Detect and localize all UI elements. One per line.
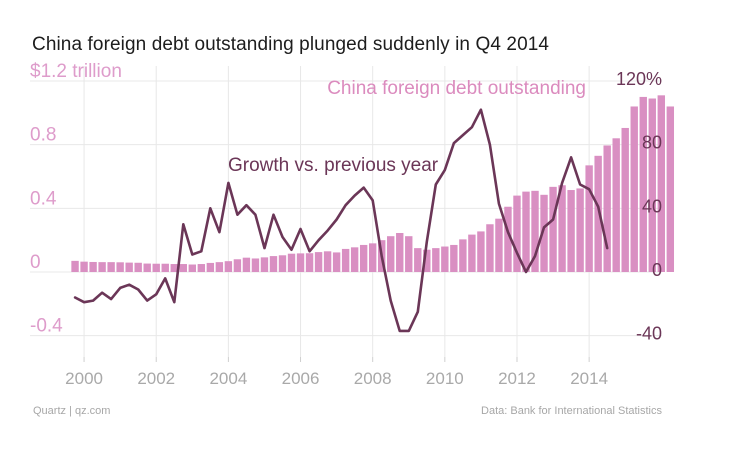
grid-layer bbox=[30, 66, 662, 362]
bar bbox=[206, 262, 215, 272]
left-tick-label: $1.2 trillion bbox=[30, 61, 122, 82]
bar bbox=[621, 127, 629, 273]
left-tick-label: 0.4 bbox=[30, 188, 57, 209]
bar bbox=[98, 262, 106, 272]
bar bbox=[287, 253, 296, 272]
bar bbox=[450, 244, 458, 272]
bar bbox=[278, 255, 287, 272]
left-tick-label: -0.4 bbox=[30, 316, 63, 337]
bar bbox=[161, 263, 169, 272]
bar bbox=[332, 252, 341, 272]
bar bbox=[305, 253, 314, 272]
bar bbox=[107, 262, 115, 272]
bar bbox=[639, 96, 647, 273]
bar bbox=[531, 190, 539, 272]
series-label-debt: China foreign debt outstanding bbox=[327, 78, 586, 99]
source-credit: Quartz | qz.com bbox=[33, 405, 111, 417]
left-tick-label: 0 bbox=[30, 252, 41, 273]
x-tick-label: 2002 bbox=[137, 369, 175, 388]
bar bbox=[242, 257, 251, 272]
bar bbox=[80, 261, 88, 272]
bar bbox=[143, 263, 151, 272]
bar bbox=[585, 165, 593, 272]
x-tick-label: 2000 bbox=[65, 369, 103, 388]
bar bbox=[594, 155, 602, 272]
right-tick-label: 80 bbox=[642, 133, 662, 153]
bar bbox=[89, 261, 97, 272]
bar bbox=[612, 138, 620, 272]
x-tick-label: 2006 bbox=[282, 369, 320, 388]
label-layer: $1.2 trillion 120% 0.8 80 0.4 40 0 0 -0.4 -40 2000… bbox=[30, 61, 662, 388]
bar bbox=[260, 257, 269, 272]
bar bbox=[314, 252, 323, 272]
bar bbox=[359, 244, 368, 272]
bar bbox=[152, 263, 160, 272]
bar bbox=[657, 95, 665, 272]
bar bbox=[540, 194, 548, 272]
series-label-growth: Growth vs. previous year bbox=[228, 155, 439, 176]
bar bbox=[170, 264, 178, 272]
left-tick-label: 0.8 bbox=[30, 125, 56, 146]
bar bbox=[224, 261, 233, 272]
bar bbox=[549, 186, 557, 272]
bar bbox=[134, 262, 142, 272]
bar bbox=[387, 236, 395, 272]
bar bbox=[188, 264, 197, 272]
bar bbox=[567, 190, 575, 272]
x-tick-label: 2014 bbox=[570, 369, 608, 388]
right-tick-label: 40 bbox=[642, 196, 662, 216]
bar bbox=[459, 239, 467, 272]
bar bbox=[468, 234, 476, 272]
bar bbox=[414, 248, 422, 272]
bar bbox=[296, 253, 305, 272]
bar bbox=[215, 262, 224, 272]
bar bbox=[522, 191, 530, 272]
bar bbox=[341, 248, 350, 272]
bar bbox=[576, 188, 584, 272]
bar bbox=[558, 185, 566, 272]
bar bbox=[423, 249, 431, 272]
data-source: Data: Bank for International Statistics bbox=[481, 405, 662, 417]
bar bbox=[350, 247, 359, 272]
bar bbox=[513, 195, 521, 272]
bar bbox=[269, 256, 278, 272]
x-tick-label: 2008 bbox=[354, 369, 392, 388]
bar bbox=[486, 224, 494, 272]
bar bbox=[125, 262, 133, 272]
bar bbox=[432, 248, 440, 272]
bar bbox=[116, 262, 124, 272]
bar bbox=[495, 218, 503, 272]
line-layer bbox=[73, 108, 609, 333]
bar bbox=[323, 251, 332, 272]
bar bbox=[477, 231, 485, 272]
bar bbox=[405, 236, 413, 272]
x-tick-label: 2004 bbox=[209, 369, 247, 388]
bar bbox=[648, 98, 656, 272]
bar bbox=[630, 106, 638, 272]
right-tick-label: 120% bbox=[616, 69, 662, 89]
bar-layer bbox=[71, 95, 675, 273]
bar bbox=[251, 258, 260, 272]
growth-line bbox=[73, 108, 609, 333]
bar bbox=[603, 145, 611, 272]
right-tick-label: 0 bbox=[652, 260, 662, 280]
x-tick-label: 2012 bbox=[498, 369, 536, 388]
bar bbox=[179, 264, 187, 272]
bar bbox=[441, 246, 449, 272]
right-tick-label: -40 bbox=[636, 324, 662, 344]
x-tick-label: 2010 bbox=[426, 369, 464, 388]
bar bbox=[71, 260, 79, 272]
bar bbox=[197, 264, 206, 272]
bar bbox=[368, 243, 377, 272]
bar bbox=[233, 259, 242, 272]
bar bbox=[504, 206, 512, 272]
bar bbox=[666, 106, 675, 272]
chart-title: China foreign debt outstanding plunged s… bbox=[32, 34, 550, 55]
bar bbox=[396, 233, 404, 272]
